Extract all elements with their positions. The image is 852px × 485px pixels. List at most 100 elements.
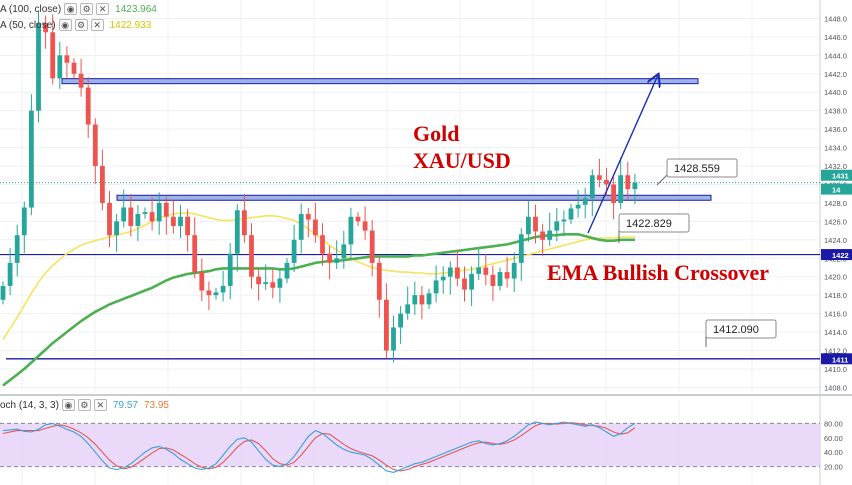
- candle: [270, 268, 276, 299]
- callout-box: [666, 158, 738, 178]
- candle-body: [192, 235, 198, 273]
- candle-body: [483, 267, 489, 275]
- candle: [121, 189, 127, 228]
- candle-body: [597, 175, 602, 180]
- candle-body: [540, 231, 545, 240]
- candle-body: [305, 213, 311, 220]
- candle-body: [178, 216, 183, 226]
- candle-body: [504, 272, 510, 279]
- candle-body: [284, 262, 290, 279]
- candle: [483, 254, 489, 286]
- price-tick-label: 1434.0: [824, 144, 847, 153]
- settings-icon[interactable]: ⚙: [74, 19, 88, 31]
- candle: [518, 228, 524, 281]
- indicator-legend-ema100[interactable]: A (100, close) ◉ ⚙ ✕ 1423.964: [0, 0, 157, 18]
- stoch-k-value: 79.57: [112, 399, 138, 411]
- level-resistance: [116, 194, 712, 201]
- price-tick-label: 1440.0: [824, 88, 847, 97]
- candle-body: [398, 313, 403, 328]
- candle-body: [440, 276, 446, 281]
- price-tick-label: 1412.0: [824, 346, 847, 355]
- level-top-channel: [61, 78, 699, 85]
- close-icon[interactable]: ✕: [96, 3, 110, 15]
- candle-body: [582, 198, 588, 205]
- candle: [554, 207, 560, 242]
- close-icon[interactable]: ✕: [93, 399, 107, 411]
- stoch-tick-label: 20.00: [824, 463, 843, 472]
- candle: [618, 157, 624, 210]
- candle: [440, 266, 446, 294]
- price-badge-bg: [821, 353, 852, 365]
- candle-body: [128, 207, 134, 226]
- candle: [511, 252, 517, 293]
- candle: [589, 169, 595, 217]
- candle: [29, 94, 34, 216]
- candle-body: [313, 219, 318, 236]
- candle-body: [362, 221, 368, 231]
- candle-body: [92, 124, 98, 167]
- candle: [632, 173, 638, 205]
- ema50-line: [2, 212, 635, 340]
- candle: [320, 223, 325, 266]
- price-badge: 1431: [821, 169, 852, 181]
- candle: [313, 203, 318, 243]
- candle-body: [568, 208, 574, 220]
- candle: [327, 246, 332, 280]
- callout-box: [618, 213, 690, 233]
- candle: [36, 11, 41, 123]
- candle: [376, 256, 382, 318]
- ema100-value: 1423.964: [115, 3, 157, 15]
- candles: [0, 11, 638, 363]
- candle: [242, 193, 247, 243]
- candle-body: [234, 210, 240, 254]
- price-badge-bg: [821, 249, 852, 261]
- close-icon[interactable]: ✕: [90, 19, 104, 31]
- price-badge-label: 14: [832, 186, 841, 195]
- price-tick-label: 1428.0: [824, 199, 847, 208]
- candle: [561, 210, 567, 237]
- eye-icon[interactable]: ◉: [64, 3, 78, 15]
- ema100-line: [2, 233, 635, 387]
- candle: [597, 158, 602, 188]
- candle: [142, 207, 148, 219]
- candle: [547, 212, 553, 246]
- eye-icon[interactable]: ◉: [61, 399, 75, 411]
- candle: [163, 196, 169, 235]
- candle-body: [462, 278, 467, 290]
- candle: [171, 200, 176, 234]
- price-tick-label: 1436.0: [824, 125, 847, 134]
- candle: [533, 204, 538, 244]
- candle: [568, 203, 574, 225]
- price-axis: 1408.0 1410.0 1412.0 1414.0 1416.0 1418.0 1420…: [821, 14, 852, 392]
- callout-label: 1428.559: [674, 163, 720, 175]
- candle-body: [384, 299, 389, 351]
- price-tick-label: 1444.0: [824, 51, 847, 60]
- candle: [362, 206, 368, 240]
- callout-label: 1422.829: [626, 218, 672, 230]
- candle-body: [270, 282, 276, 288]
- candle: [220, 270, 226, 302]
- candle: [227, 243, 233, 300]
- stoch-legend[interactable]: och (14, 3, 3) ◉ ⚙ ✕ 79.57 73.95: [0, 396, 169, 414]
- candle-body: [476, 267, 482, 274]
- price-tick-label: 1420.0: [824, 273, 847, 282]
- settings-icon[interactable]: ⚙: [77, 399, 91, 411]
- candle-body: [43, 23, 48, 33]
- candle: [78, 58, 84, 97]
- callout-1422: 1422.829: [618, 213, 690, 243]
- candle-body: [533, 216, 538, 232]
- candle-body: [156, 202, 162, 222]
- candle-body: [511, 262, 517, 279]
- candle: [433, 265, 439, 303]
- eye-icon[interactable]: ◉: [58, 19, 72, 31]
- candle: [476, 249, 482, 281]
- settings-icon[interactable]: ⚙: [80, 3, 94, 15]
- annotation-crossover: EMA Bullish Crossover: [547, 260, 769, 285]
- candle-body: [405, 304, 411, 314]
- candle-body: [7, 262, 13, 286]
- indicator-legend-ema50[interactable]: A (50, close) ◉ ⚙ ✕ 1422.933: [0, 16, 151, 34]
- candle: [50, 14, 56, 85]
- candle: [611, 176, 616, 220]
- candle: [504, 257, 510, 288]
